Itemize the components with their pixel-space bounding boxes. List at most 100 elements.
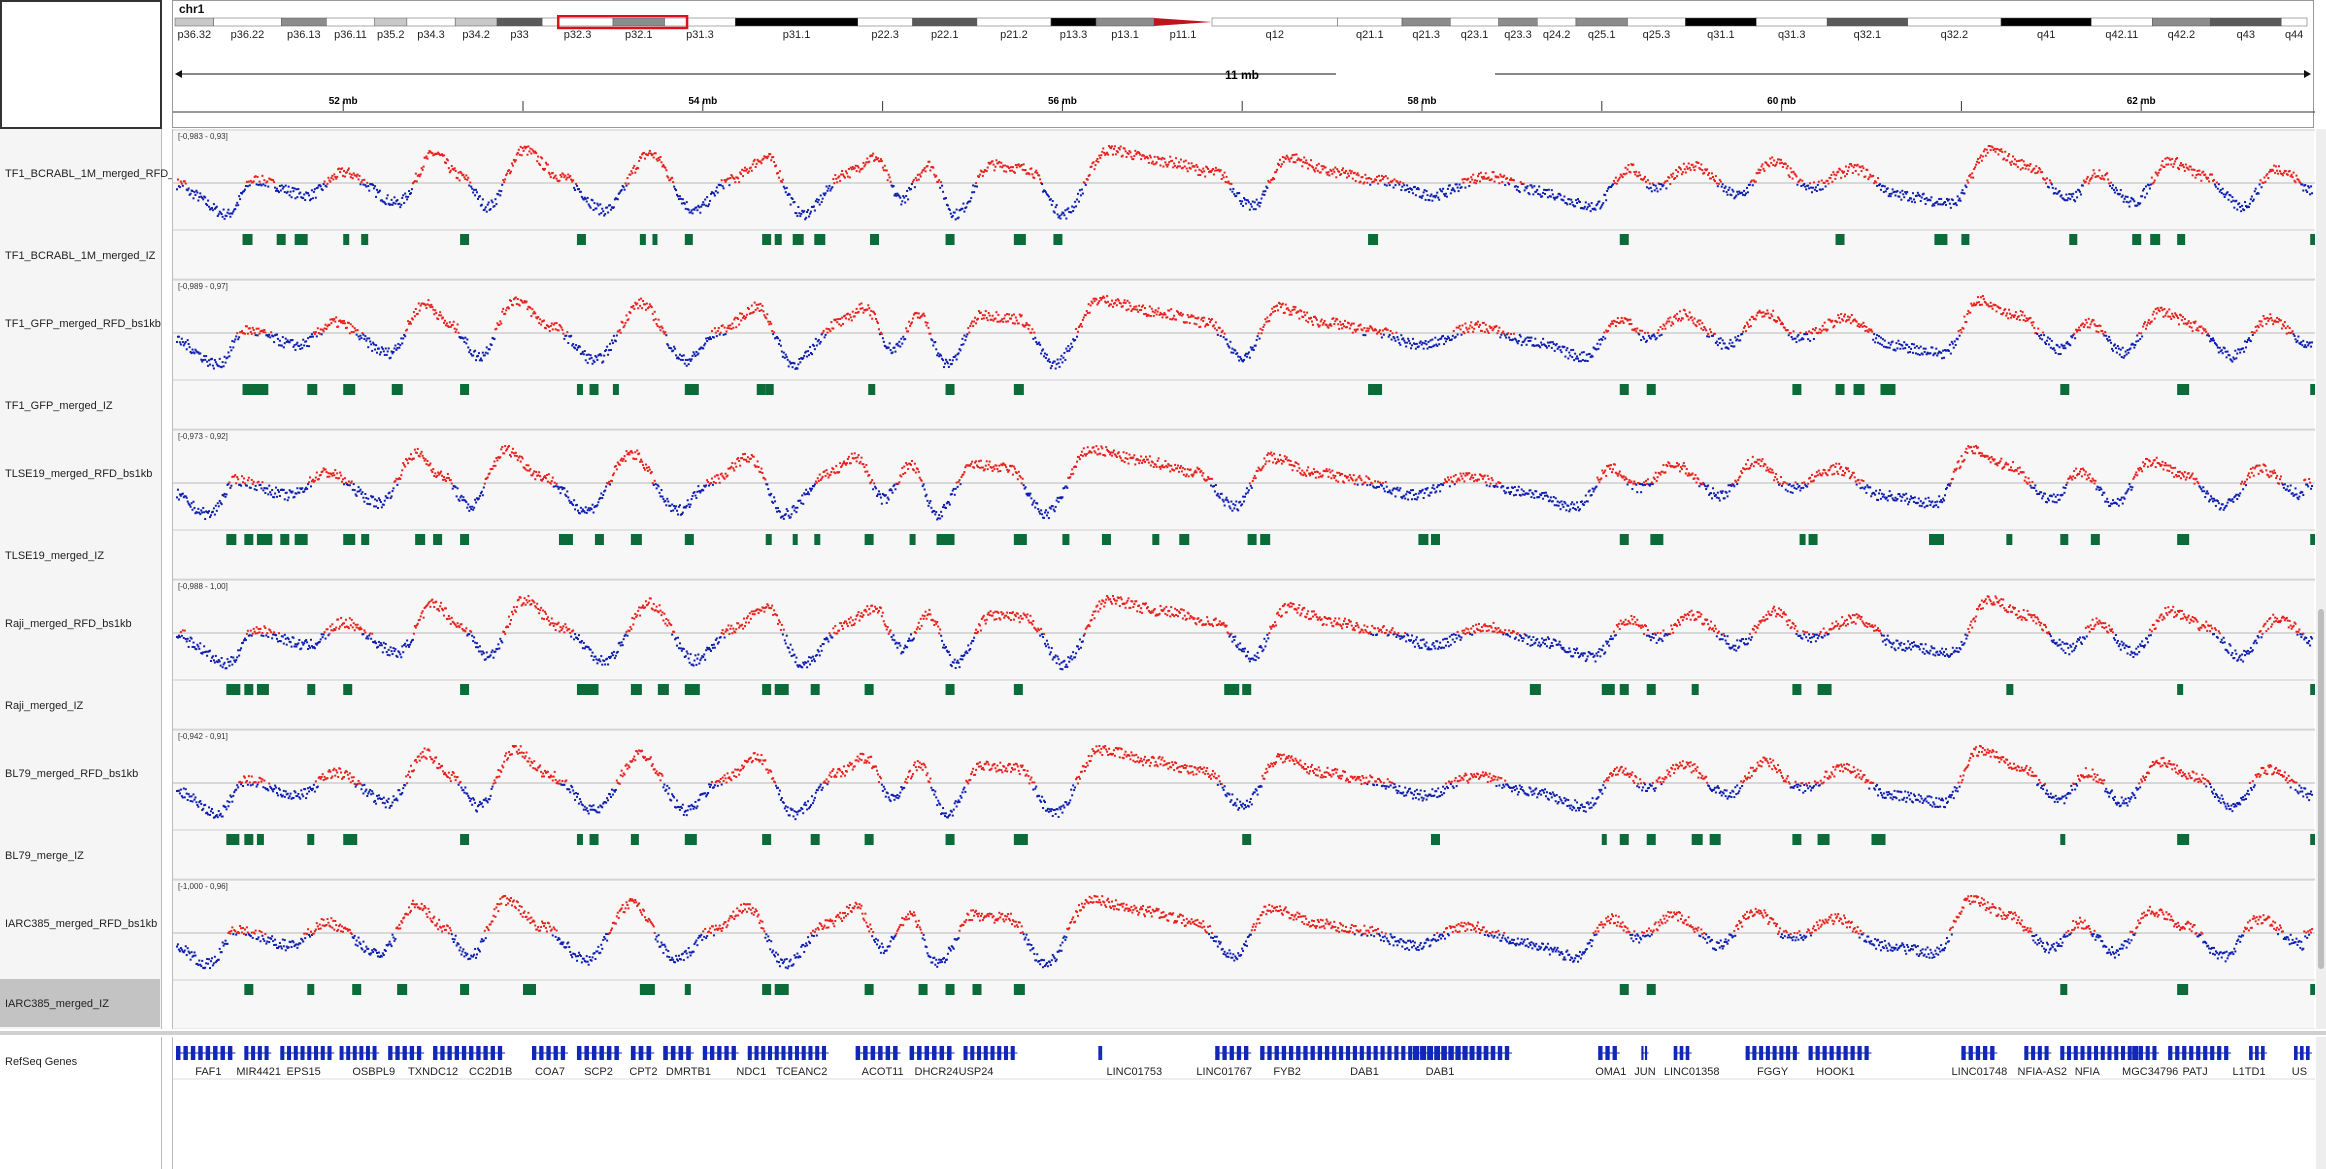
rfd-point [1656,331,1659,334]
rfd-point [1719,337,1722,340]
rfd-point [228,212,231,215]
rfd-point [331,318,334,321]
rfd-point [1152,314,1155,317]
track-label[interactable]: BL79_merge_IZ [5,850,84,862]
rfd-point [234,208,237,211]
rfd-point [2207,332,2210,335]
rfd-point [1978,156,1981,159]
rfd-point [1278,158,1281,161]
rfd-point [1672,322,1675,325]
rfd-point [1344,169,1347,172]
rfd-point [2011,160,2014,163]
rfd-point [700,205,703,208]
rfd-point [241,475,244,478]
track-label[interactable]: BL79_merged_RFD_bs1kb [5,768,139,780]
rfd-point [1274,309,1277,312]
track-label[interactable]: TLSE19_merged_RFD_bs1kb [5,468,153,480]
rfd-point [802,357,805,360]
rfd-point [562,332,565,335]
rfd-point [1047,195,1050,198]
rfd-point [2111,347,2114,350]
rfd-point [755,303,758,306]
rfd-point [2010,163,2013,166]
rfd-point [540,156,543,159]
rfd-point [343,175,346,178]
data-panel[interactable]: [-0,983 - 0,93] [-0,989 - 0,97] [-0,973 - … [172,129,2315,1029]
rfd-point [1366,327,1369,330]
rfd-point [463,340,466,343]
rfd-point [269,336,272,339]
rfd-point [997,313,1000,316]
track-label[interactable]: TLSE19_merged_IZ [5,550,105,562]
track-label[interactable]: IARC385_merged_RFD_bs1kb [5,918,158,930]
rfd-point [1490,178,1493,181]
rfd-point [665,169,668,172]
track-label[interactable]: TF1_GFP_merged_IZ [5,400,113,412]
rfd-point [1577,357,1580,360]
rfd-point [408,190,411,193]
track-label[interactable]: Raji_merged_IZ [5,700,84,712]
rfd-point [1337,323,1340,326]
rfd-point [202,359,205,362]
rfd-point [941,184,944,187]
rfd-point [1488,325,1491,328]
cytoband-label: p22.3 [871,29,899,41]
rfd-point [288,194,291,197]
track-label[interactable]: Raji_merged_RFD_bs1kb [5,618,132,630]
rfd-point [974,185,977,188]
rfd-point [2113,191,2116,194]
track-label[interactable]: IARC385_merged_IZ [0,979,160,1027]
rfd-point [2126,349,2129,352]
rfd-point [1902,347,1905,350]
rfd-point [1602,202,1605,205]
rfd-point [1088,173,1091,176]
track-label[interactable]: TF1_BCRABL_1M_merged_RFD_bs1kb [5,168,204,180]
rfd-point [362,496,365,499]
rfd-point [2292,333,2295,336]
rfd-point [807,209,810,212]
rfd-point [662,330,665,333]
rfd-point [1939,203,1942,206]
rfd-point [913,186,916,189]
rfd-point [1708,172,1711,175]
rfd-point [1147,161,1150,164]
rfd-point [191,348,194,351]
track-label[interactable]: TF1_BCRABL_1M_merged_IZ [5,250,156,262]
rfd-point [2279,319,2282,322]
rfd-point [1988,305,1991,308]
data-tracks[interactable]: [-0,983 - 0,93][-0,989 - 0,97][-0,973 - … [173,129,2315,1029]
rfd-point [869,314,872,317]
rfd-point [1466,328,1469,331]
rfd-point [545,474,548,477]
rfd-point [209,514,212,517]
rfd-point [374,185,377,188]
chromosome-ideogram[interactable]: p36.32 p36.22 p36.13 p36.11 p35.2 p34.3 p34.2 p… [173,15,2315,61]
rfd-point [1420,343,1423,346]
rfd-point [515,454,518,457]
rfd-point [218,499,221,502]
track-label[interactable]: TF1_GFP_merged_RFD_bs1kb [5,318,161,330]
rfd-point [412,311,415,314]
rfd-point [1066,350,1069,353]
rfd-point [2069,344,2072,347]
rfd-point [1922,347,1925,350]
rfd-point [252,480,255,483]
rfd-point [677,198,680,201]
rfd-point [1714,175,1717,178]
rfd-point [473,188,476,191]
rfd-point [1868,176,1871,179]
rfd-point [249,486,252,489]
rfd-point [375,195,378,198]
rfd-point [2045,182,2047,185]
rfd-point [2046,336,2049,339]
rfd-point [2297,178,2300,181]
rfd-point [1333,170,1336,173]
rfd-point [1001,166,1004,169]
rfd-point [190,352,193,355]
rfd-point [186,339,189,342]
rfd-point [479,357,482,360]
rfd-point [740,173,743,176]
rfd-point [329,180,332,183]
rfd-point [1639,329,1642,332]
